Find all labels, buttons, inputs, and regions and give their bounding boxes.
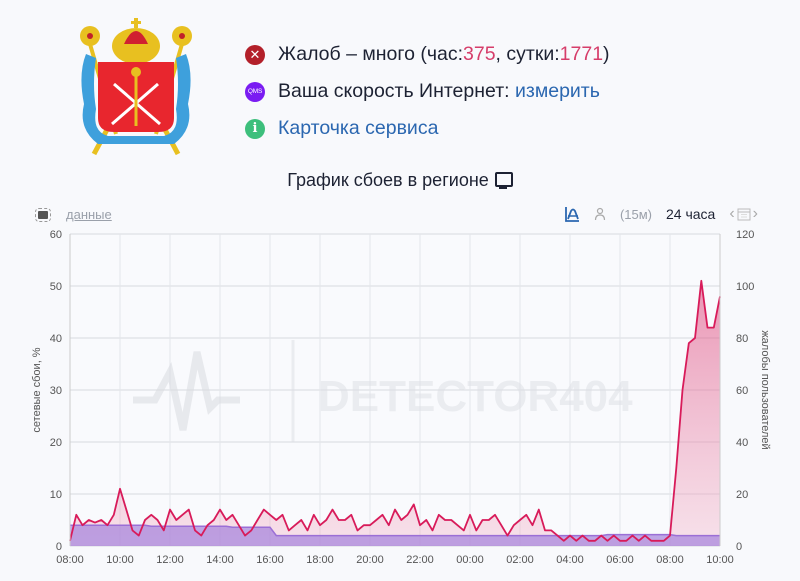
y-axis-left-label: сетевые сбои, % [31,347,43,432]
chart-toolbar-right: (15м) 24 часа ‹ › [564,205,758,223]
y-tick-right: 60 [736,385,748,397]
y-tick-right: 80 [736,333,748,345]
chart-title: График сбоев в регионе [0,170,800,191]
interval-selector[interactable]: (15м) [619,206,653,222]
error-x-icon: ✕ [245,44,265,65]
y-tick-left: 20 [50,437,62,449]
x-tick: 22:00 [406,554,434,566]
chart-title-text: График сбоев в регионе [287,170,489,190]
next-arrow-icon[interactable]: › [752,205,758,222]
chart-series [69,279,721,546]
camera-icon[interactable] [35,207,51,222]
complaints-hour-count: 375 [463,43,496,65]
speed-test-label: Ваша скорость Интернет: [278,80,510,102]
data-link[interactable]: данные [66,207,112,222]
chart-toolbar-left: данные [35,207,112,222]
x-tick: 06:00 [606,554,634,566]
range-selector[interactable]: 24 часа [666,206,716,222]
user-icon[interactable] [594,207,606,221]
prev-arrow-icon[interactable]: ‹ [729,205,735,222]
area-chart-toggle-icon[interactable] [564,206,580,222]
network-failures-line [70,524,720,537]
y-tick-left: 0 [56,541,62,553]
coat-of-arms-logo [80,18,192,156]
y-tick-right: 40 [736,437,748,449]
y-tick-right: 120 [736,229,754,241]
complaints-day-count: 1771 [559,43,604,65]
x-tick: 08:00 [656,554,684,566]
calendar-icon[interactable] [737,207,751,221]
complaints-line [69,279,721,542]
svg-text:DETECTOR404: DETECTOR404 [318,372,633,421]
x-tick: 04:00 [556,554,584,566]
y-tick-left: 60 [50,229,62,241]
x-tick: 12:00 [156,554,184,566]
x-tick: 18:00 [306,554,334,566]
chart-axes: 0 0 10 20 20 40 30 60 40 80 50 100 60 120 08:00 10:00 12… [50,229,755,566]
complaints-label: Жалоб – много (час: [278,43,463,65]
complaints-label-end: ) [603,43,610,65]
y-tick-left: 30 [50,385,62,397]
complaints-label-mid: , сутки: [495,43,560,65]
watermark: DETECTOR404 [133,340,633,442]
chart-grid [69,233,721,547]
y-tick-right: 20 [736,489,748,501]
date-navigation: ‹ › [729,205,758,223]
info-icon: i [245,118,265,139]
x-tick: 14:00 [206,554,234,566]
qms-icon: QMS [245,81,265,102]
y-tick-left: 40 [50,333,62,345]
x-tick: 10:00 [106,554,134,566]
x-tick: 08:00 [56,554,84,566]
complaints-status: ✕ Жалоб – много (час: 375, сутки: 1771) [245,36,610,73]
y-tick-left: 50 [50,281,62,293]
x-tick: 20:00 [356,554,384,566]
service-card-link[interactable]: Карточка сервиса [278,117,439,139]
x-tick: 00:00 [456,554,484,566]
x-tick: 02:00 [506,554,534,566]
measure-speed-link[interactable]: измерить [514,80,600,102]
y-axis-right-label: жалобы пользователей [759,330,771,449]
service-card-row: i Карточка сервиса [245,110,610,147]
y-tick-right: 100 [736,281,754,293]
y-tick-right: 0 [736,541,742,553]
y-tick-left: 10 [50,489,62,501]
status-list: ✕ Жалоб – много (час: 375, сутки: 1771) … [245,36,610,147]
x-tick: 10:00 [706,554,734,566]
x-tick: 16:00 [256,554,284,566]
monitor-icon[interactable] [494,172,513,189]
speed-test-row: QMS Ваша скорость Интернет: измерить [245,73,610,110]
